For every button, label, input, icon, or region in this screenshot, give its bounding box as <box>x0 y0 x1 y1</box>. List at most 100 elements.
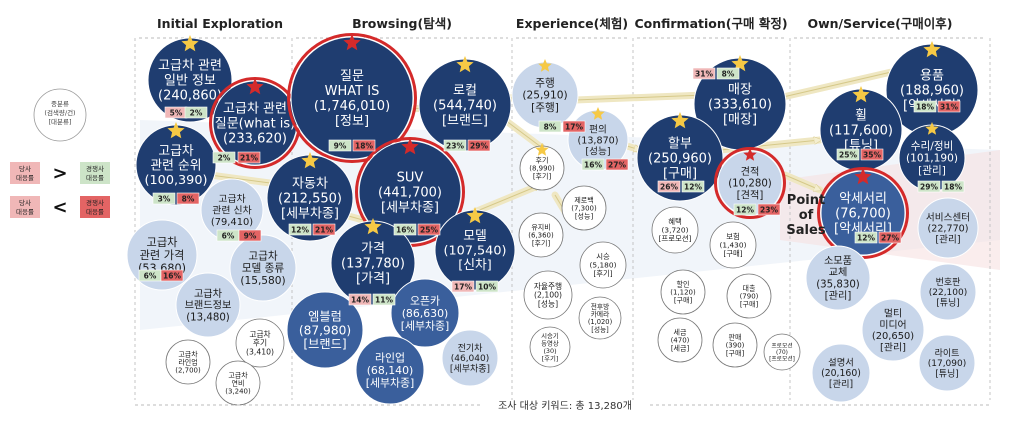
bubble-label: 고급차 <box>228 370 248 379</box>
bubble-label: (100,390) <box>145 173 208 188</box>
badge-text: 26% <box>660 183 678 192</box>
red-star-icon <box>343 34 361 51</box>
bubble-label: (250,960) <box>648 152 712 167</box>
gold-star-icon <box>181 35 199 52</box>
gold-star-icon <box>925 122 939 135</box>
bubble-label: [후기] <box>593 269 612 278</box>
response-rate-badge: 27% <box>605 158 629 171</box>
bubble-label: 설명서 <box>828 358 854 369</box>
badge-text: 16% <box>396 226 414 235</box>
bubble-label: (790) <box>740 293 759 301</box>
bubble-label: (15,580) <box>240 275 285 287</box>
keyword-bubble: 할인(1,120)[구매] <box>660 269 706 315</box>
bubble-label: 고급차 <box>147 236 178 249</box>
bubble-label: [견적] <box>737 189 764 201</box>
gold-star-icon <box>731 55 749 72</box>
footer-text: 조사 대상 키워드: 총 13,280개 <box>498 399 632 412</box>
response-rate-badge: 31% <box>937 100 961 113</box>
bubble-label: (20,160) <box>821 368 861 379</box>
stage-headers: Initial Exploration Browsing(탐색) Experienc… <box>139 16 986 39</box>
bubble-label: 라인업 <box>178 358 197 367</box>
keyword-bubble: 유지비(6,360)[후기] <box>518 212 564 258</box>
badge-text: 23% <box>760 206 778 215</box>
bubble-circle <box>579 241 627 289</box>
bubble-circle <box>561 185 607 231</box>
badge-text: 31% <box>940 103 958 112</box>
bubble-label: [관리] <box>935 234 960 245</box>
bubble-label: [브랜드] <box>303 337 346 351</box>
bubble-label: (1,430) <box>720 241 747 250</box>
bubble-label: 고급차 <box>194 288 223 300</box>
bubble-circle <box>441 329 499 387</box>
keyword-bubble: 시승(5,180)[후기] <box>579 241 627 289</box>
keyword-bubble: 자동차(212,550)[세부차종] <box>266 152 354 242</box>
badge-text: 21% <box>240 154 258 163</box>
bubble-label: (30) <box>543 347 556 355</box>
bubble-label: 모델 종류 <box>242 263 285 275</box>
gold-star-icon <box>466 207 484 224</box>
gold-star-icon <box>456 56 474 73</box>
response-rate-badge: 35% <box>860 148 884 161</box>
gold-star-icon <box>538 59 552 72</box>
bubble-circle <box>726 273 772 319</box>
bubble-label: 시승 <box>596 252 610 261</box>
bubble-label: (107,540) <box>444 244 507 259</box>
bubble-label: (1,746,010) <box>314 99 390 114</box>
response-rate-badge: 10% <box>475 280 499 293</box>
bubble-label: SUV <box>397 171 424 186</box>
response-rate-badge: 12% <box>733 203 757 216</box>
legend-sample-label: (검색량/건) <box>44 108 75 117</box>
bubble-circle <box>518 212 564 258</box>
response-rate-badge: 29% <box>467 139 491 152</box>
flow-arrow-outline <box>574 95 705 101</box>
bubble-label: [세부차종] <box>366 376 415 389</box>
red-star-icon <box>743 148 757 161</box>
bubble-label: 관련 신차 <box>212 205 251 217</box>
legend-comparison-sign: > <box>52 163 67 184</box>
footer: 조사 대상 키워드: 총 13,280개 <box>135 399 990 412</box>
response-rate-badge: 23% <box>443 139 467 152</box>
response-rate-badge: 12% <box>681 180 705 193</box>
badge-text: 17% <box>565 123 583 132</box>
bubble-label: (2,700) <box>175 367 201 375</box>
bubble-label: [구매] <box>726 350 745 358</box>
bubble-circle <box>763 333 801 371</box>
bubble-label: 자동차 <box>292 177 328 192</box>
bubble-label: (390) <box>726 342 745 350</box>
bubble-label: (68,140) <box>367 364 414 377</box>
bubble-label: [주행] <box>531 102 559 114</box>
red-star-icon <box>401 138 419 155</box>
badge-text: 25% <box>420 226 438 235</box>
bubble-label: (7,300) <box>571 205 597 213</box>
legend-competitor-label: 대응률 <box>86 208 104 216</box>
badge-text: 29% <box>920 183 938 192</box>
response-rate-badge: 2% <box>184 106 208 119</box>
keyword-bubble: 자율주행(2,100)[성능] <box>523 270 573 320</box>
bubble-label: [튜닝] <box>935 368 959 379</box>
response-rate-badge: 16% <box>160 269 184 282</box>
gold-star-icon <box>852 86 870 103</box>
keyword-bubble: SUV(441,700)[세부차종] <box>355 137 465 247</box>
keyword-bubble: 라인업(68,140)[세부차종] <box>355 335 425 405</box>
bubble-circle <box>660 269 706 315</box>
badge-text: 27% <box>881 234 899 243</box>
badge-text: 8% <box>182 195 195 204</box>
bubble-label: 서비스센터 <box>926 212 970 223</box>
keyword-bubble: 엠블럼(87,980)[브랜드] <box>286 291 364 369</box>
bubble-label: 프로모션 <box>771 341 792 349</box>
response-rate-badge: 9% <box>238 229 262 242</box>
response-rate-badge: 14% <box>348 293 372 306</box>
bubble-circle <box>657 317 703 363</box>
badge-text: 6% <box>222 232 235 241</box>
bubble-label: 후기 <box>536 155 549 164</box>
keyword-bubble: 혜택(3,720)[프로모션] <box>651 206 699 254</box>
bubble-label: (240,860) <box>158 89 222 104</box>
bubble-label: (46,040) <box>451 354 490 364</box>
bubble-label: 오픈카 <box>410 294 440 307</box>
badge-text: 25% <box>839 151 857 160</box>
